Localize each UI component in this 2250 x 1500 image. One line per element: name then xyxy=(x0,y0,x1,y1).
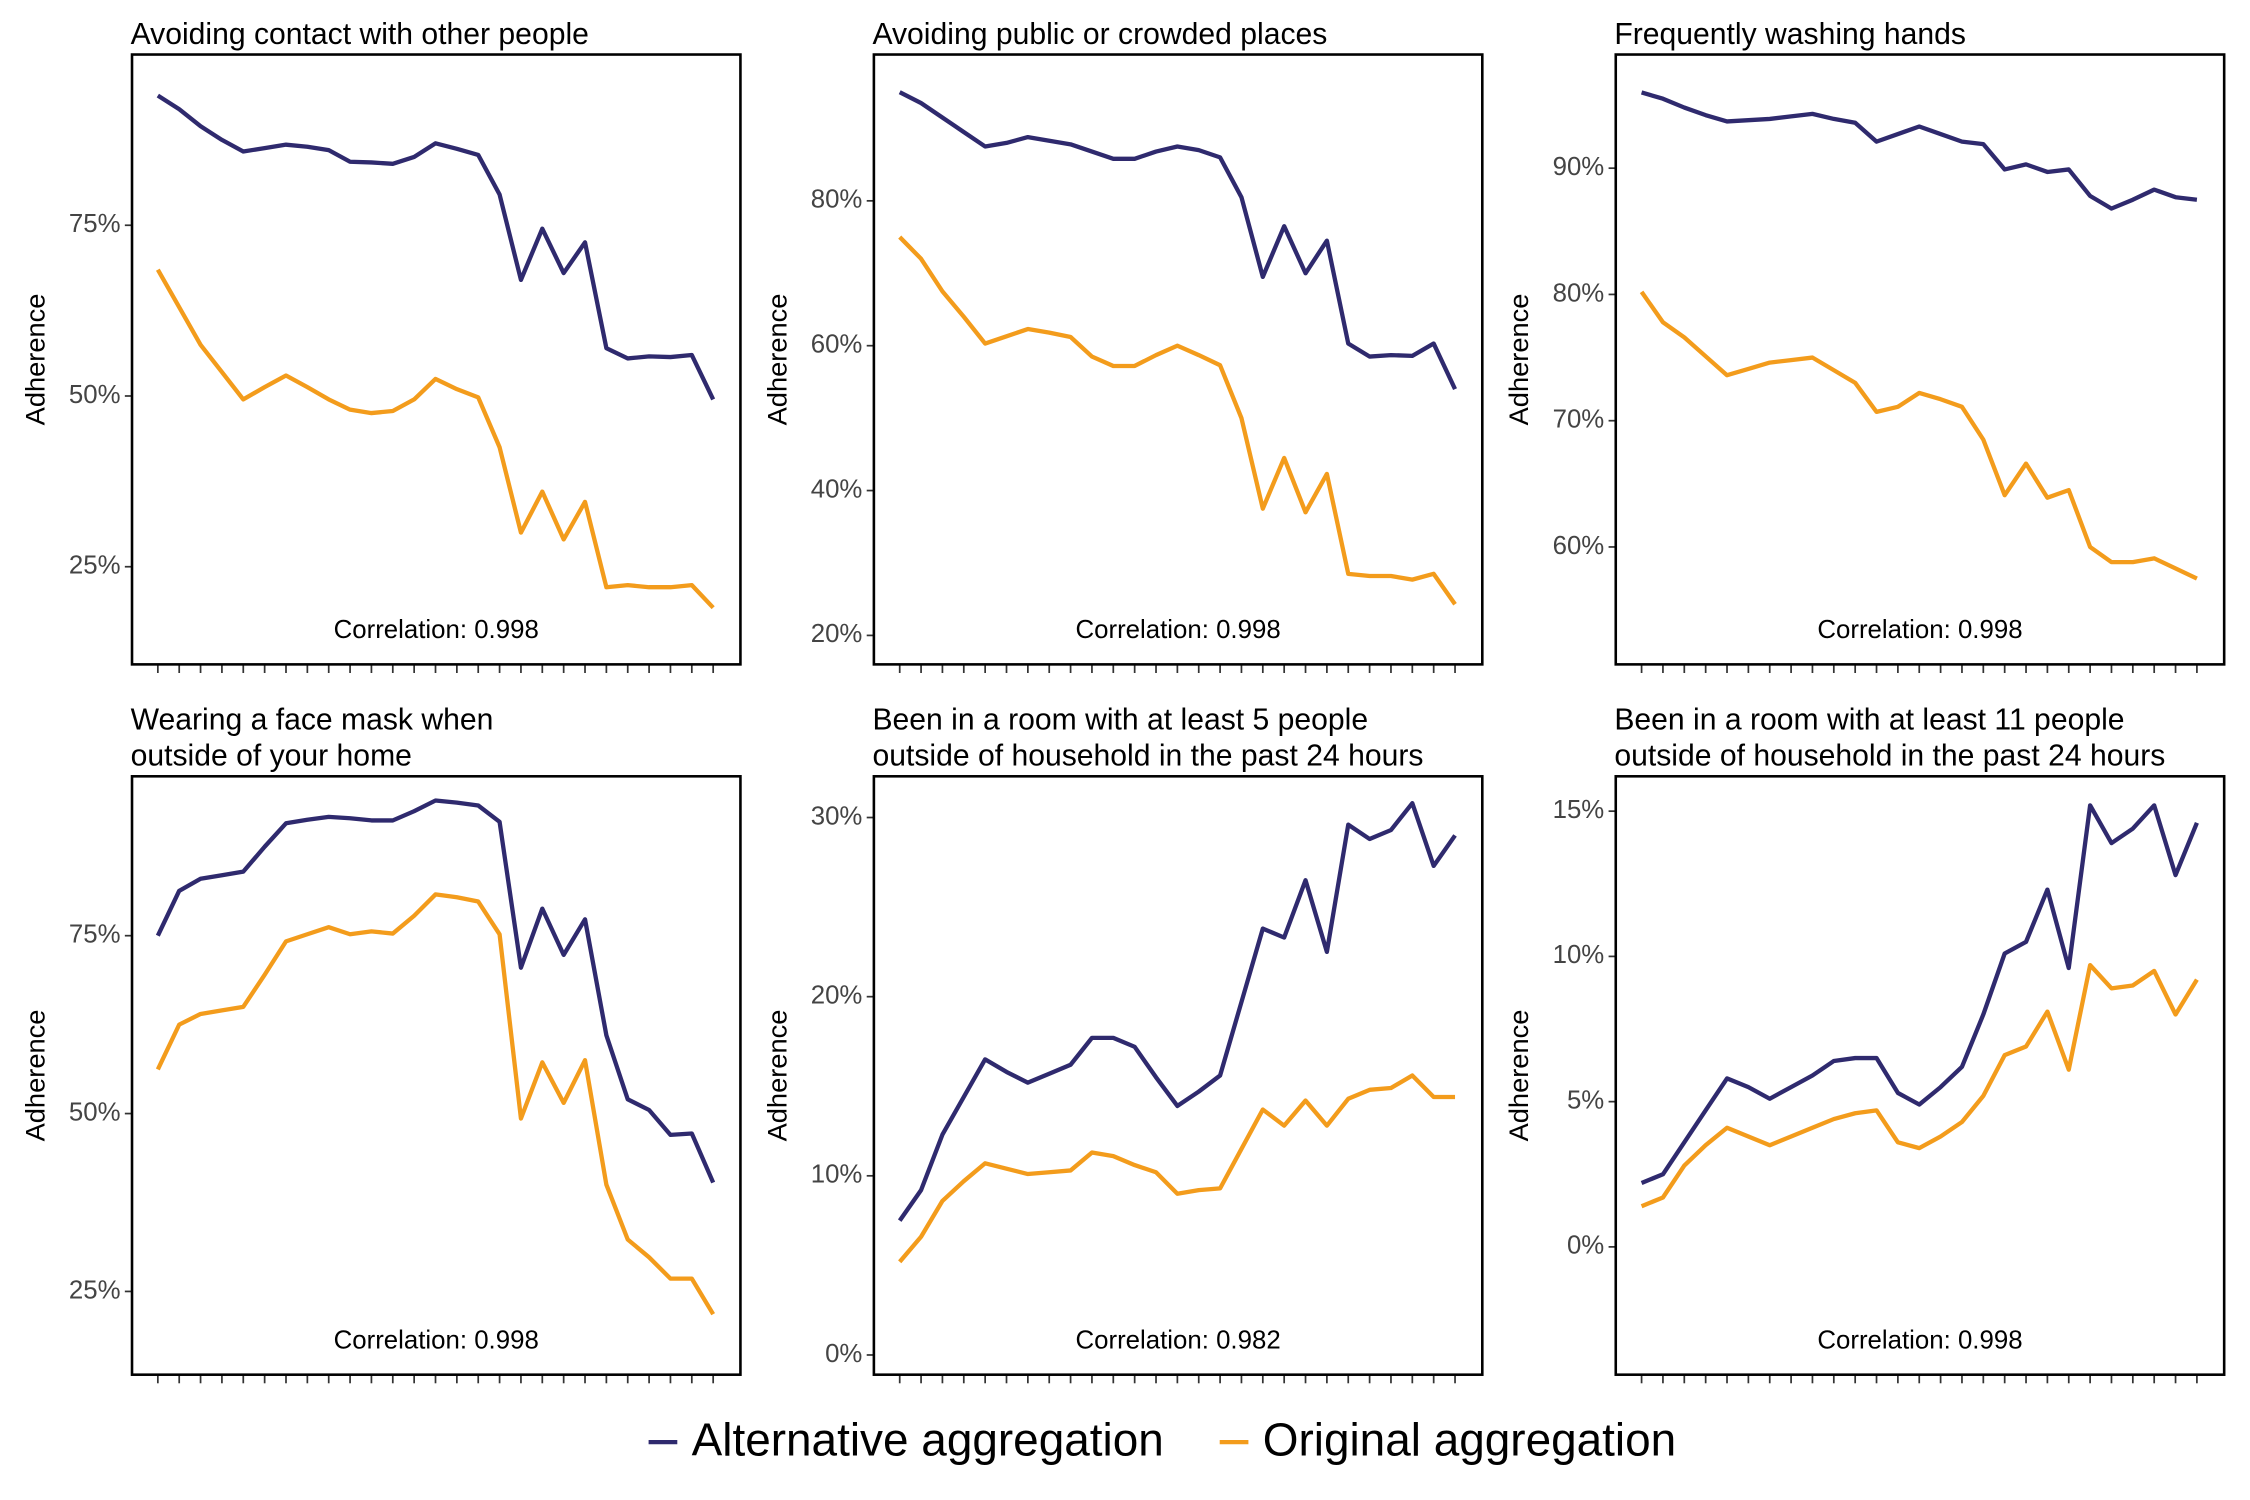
panel-frame xyxy=(130,53,742,666)
annotation: Correlation: 0.998 xyxy=(334,1327,539,1355)
y-axis-label: Adherence xyxy=(20,1010,51,1142)
series-line xyxy=(898,90,1457,391)
y-axis-label: Adherence xyxy=(761,1010,792,1142)
y-tick-label: 60% xyxy=(1553,532,1605,560)
y-tick-label: 80% xyxy=(811,186,863,214)
annotation: Correlation: 0.998 xyxy=(1817,616,2022,644)
panel-frame xyxy=(872,775,1484,1376)
series-line xyxy=(898,1073,1456,1264)
annotation: Correlation: 0.998 xyxy=(334,616,539,644)
panel-frame xyxy=(872,53,1484,666)
panel-title: Wearing a face mask when xyxy=(131,704,494,737)
series-line xyxy=(898,235,1457,606)
annotation: Correlation: 0.998 xyxy=(1075,616,1280,644)
y-tick-label: 15% xyxy=(1553,796,1605,824)
y-tick-label: 75% xyxy=(69,921,121,949)
series-line xyxy=(1640,90,2198,211)
y-tick-label: 20% xyxy=(811,620,863,648)
y-tick-label: 5% xyxy=(1567,1086,1604,1114)
series-line xyxy=(897,801,1457,1222)
y-tick-label: 80% xyxy=(1553,279,1605,307)
y-tick-label: 25% xyxy=(69,1276,121,1304)
panel-title: outside of household in the past 24 hour… xyxy=(872,740,1423,773)
panel-title: outside of your home xyxy=(131,740,412,773)
annotation: Correlation: 0.982 xyxy=(1075,1327,1280,1355)
y-tick-label: 20% xyxy=(811,981,863,1009)
y-tick-label: 10% xyxy=(1553,941,1605,969)
y-tick-label: 70% xyxy=(1553,406,1605,434)
panel-frame xyxy=(1614,775,2226,1376)
y-axis-label: Adherence xyxy=(20,294,51,426)
panel-title: outside of household in the past 24 hour… xyxy=(1614,740,2165,773)
y-tick-label: 50% xyxy=(69,381,121,409)
y-tick-label: 40% xyxy=(811,475,863,503)
y-tick-label: 25% xyxy=(69,552,121,580)
panel-title: Frequently washing hands xyxy=(1614,18,1966,51)
series-line xyxy=(1640,803,2199,1185)
y-tick-label: 10% xyxy=(811,1161,863,1189)
y-tick-label: 60% xyxy=(811,331,863,359)
panel-title: Avoiding public or crowded places xyxy=(872,18,1327,51)
series-line xyxy=(155,798,716,1184)
y-tick-label: 0% xyxy=(1567,1232,1604,1260)
series-line xyxy=(156,93,716,401)
panel-frame xyxy=(130,775,742,1376)
series-line xyxy=(1640,962,2199,1209)
series-line xyxy=(1639,290,2198,581)
panel-title: Been in a room with at least 5 people xyxy=(872,704,1368,737)
legend-label: Original aggregation xyxy=(1263,1414,1676,1466)
series-line xyxy=(155,268,715,610)
panel-title: Been in a room with at least 11 people xyxy=(1614,704,2124,737)
y-axis-label: Adherence xyxy=(1503,294,1534,426)
panel-frame xyxy=(1614,53,2226,666)
y-tick-label: 50% xyxy=(69,1098,121,1126)
y-tick-label: 0% xyxy=(825,1340,862,1368)
y-tick-label: 90% xyxy=(1553,153,1605,181)
y-axis-label: Adherence xyxy=(1503,1010,1534,1142)
y-axis-label: Adherence xyxy=(761,294,792,426)
panel-title: Avoiding contact with other people xyxy=(131,18,589,51)
y-tick-label: 30% xyxy=(811,802,863,830)
legend-label: Alternative aggregation xyxy=(692,1414,1164,1466)
annotation: Correlation: 0.998 xyxy=(1817,1327,2022,1355)
series-line xyxy=(155,892,716,1316)
y-tick-label: 75% xyxy=(69,210,121,238)
